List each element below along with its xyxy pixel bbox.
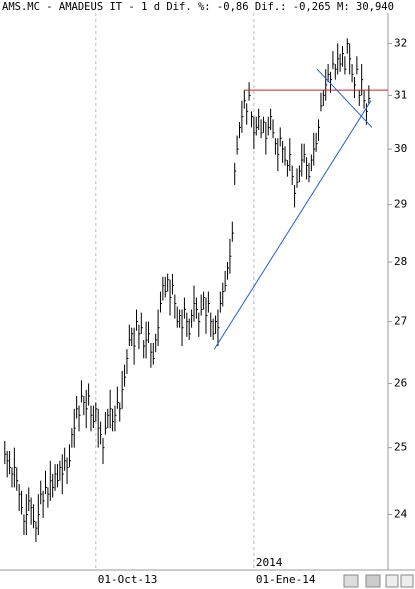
y-tick-label: 31 <box>394 88 407 101</box>
y-tick-label: 29 <box>394 198 407 211</box>
year-label: 2014 <box>256 556 283 569</box>
y-tick-label: 26 <box>394 376 407 389</box>
y-tick-label: 25 <box>394 441 407 454</box>
chart-title: AMS.MC - AMADEUS IT - 1 d Dif. %: -0,86 … <box>2 1 394 13</box>
x-tick-label: 01-Oct-13 <box>98 573 158 586</box>
tool-button[interactable] <box>343 574 359 588</box>
y-tick-label: 24 <box>394 507 408 520</box>
trend-line <box>213 100 372 350</box>
trend-line <box>316 68 373 128</box>
toolbar <box>343 574 414 588</box>
tool-button[interactable] <box>365 574 381 588</box>
y-tick-label: 28 <box>394 255 407 268</box>
x-tick-label: 01-Ene-14 <box>256 573 316 586</box>
y-tick-label: 27 <box>394 315 407 328</box>
y-tick-label: 32 <box>394 36 407 49</box>
tool-button[interactable] <box>385 574 399 588</box>
y-tick-label: 30 <box>394 142 407 155</box>
tool-button[interactable] <box>400 574 414 588</box>
